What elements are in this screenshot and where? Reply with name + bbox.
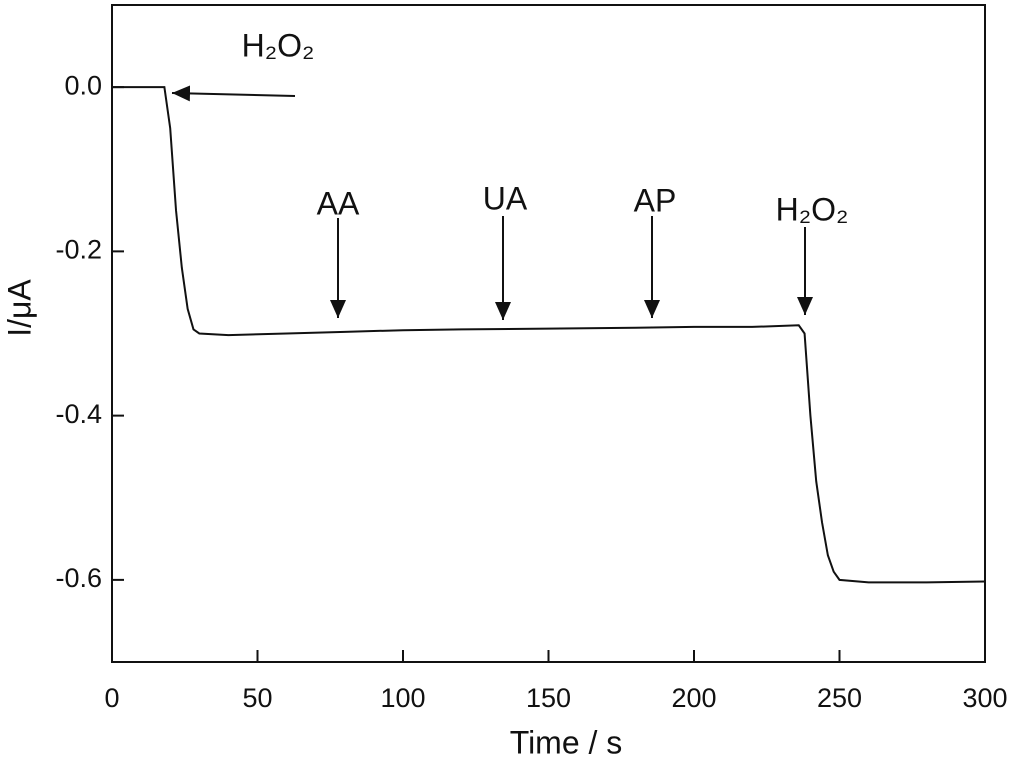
annotation: AA xyxy=(317,185,360,221)
annotation: H₂O₂ xyxy=(776,191,849,227)
y-tick-label: 0.0 xyxy=(64,70,102,100)
x-tick-label: 300 xyxy=(962,683,1007,713)
y-tick-label: -0.6 xyxy=(55,563,102,593)
annotation: H₂O₂ xyxy=(242,27,315,63)
x-tick-label: 200 xyxy=(671,683,716,713)
x-tick-label: 100 xyxy=(380,683,425,713)
y-tick-label: -0.4 xyxy=(55,399,102,429)
annotation: UA xyxy=(483,180,528,216)
x-tick-label: 150 xyxy=(526,683,571,713)
x-tick-label: 50 xyxy=(242,683,272,713)
x-tick-label: 0 xyxy=(104,683,119,713)
x-axis-label: Time / s xyxy=(510,724,623,760)
plot-frame xyxy=(111,4,986,663)
data-line xyxy=(112,86,986,584)
annotation-arrow xyxy=(171,85,296,102)
x-tick-label: 250 xyxy=(817,683,862,713)
y-tick-label: -0.2 xyxy=(55,235,102,265)
annotation: AP xyxy=(634,182,677,218)
y-axis-label: I/μA xyxy=(1,279,37,337)
